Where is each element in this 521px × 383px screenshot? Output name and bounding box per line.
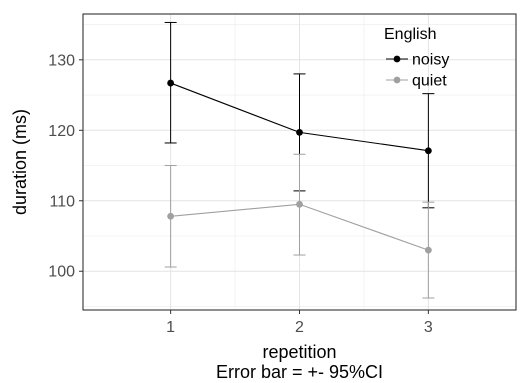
data-point-quiet	[296, 200, 303, 208]
data-point-noisy	[296, 129, 303, 136]
error-bar-note: Error bar = +- 95%CI	[216, 362, 383, 382]
data-point-quiet	[424, 246, 432, 254]
y-axis-title: duration (ms)	[10, 109, 30, 215]
legend-title: English	[384, 26, 436, 43]
legend-key-point-quiet	[393, 76, 401, 84]
data-point-quiet	[167, 212, 175, 220]
legend: English noisy quiet	[384, 26, 449, 90]
x-tick-label: 2	[295, 319, 304, 336]
series-layer	[164, 21, 435, 299]
legend-label-noisy: noisy	[412, 52, 449, 69]
y-tick-label: 130	[48, 52, 75, 69]
legend-key-point-noisy	[393, 55, 401, 63]
x-tick-label: 1	[166, 319, 175, 336]
x-axis-title: repetition	[262, 342, 336, 362]
y-tick-label: 120	[48, 123, 75, 140]
axes-layer: 100 110 120 130 1 2 3	[48, 52, 433, 336]
y-tick-label: 110	[49, 193, 75, 210]
y-tick-label: 100	[48, 264, 75, 281]
data-point-noisy	[167, 79, 175, 87]
legend-label-quiet: quiet	[412, 73, 447, 90]
data-point-noisy	[424, 147, 432, 155]
x-tick-label: 3	[424, 319, 433, 336]
